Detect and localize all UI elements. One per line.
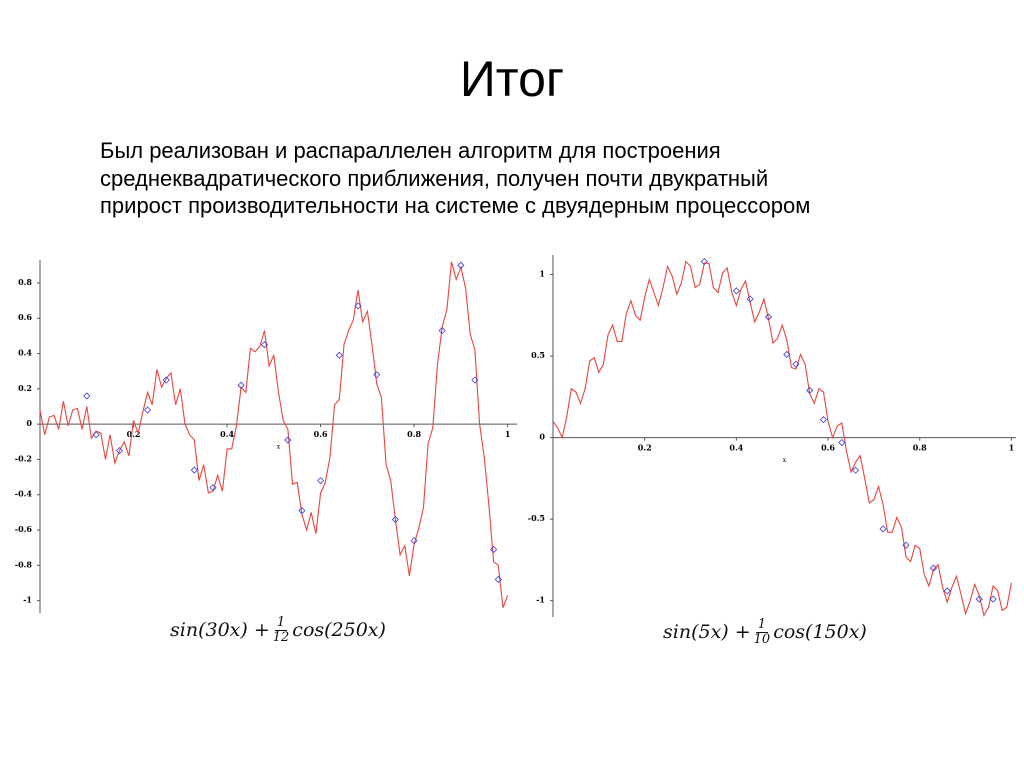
y-tick-label: 0.4 bbox=[18, 348, 32, 358]
curve bbox=[39, 261, 509, 608]
sample-point bbox=[989, 595, 997, 603]
x-axis-label: x bbox=[277, 444, 281, 451]
x-tick-label: 0.4 bbox=[220, 429, 234, 439]
sample-point bbox=[975, 595, 983, 603]
sample-point bbox=[209, 484, 217, 492]
sample-point bbox=[943, 587, 951, 595]
y-tick-label: -0.5 bbox=[528, 513, 545, 523]
formula: sin(30x) +1 12 cos(250x) bbox=[170, 616, 386, 644]
x-tick-label: 0.8 bbox=[407, 429, 421, 439]
sample-point bbox=[700, 257, 708, 266]
y-tick-label: -1 bbox=[536, 595, 545, 605]
y-tick-label: 0.6 bbox=[18, 312, 32, 322]
sample-point bbox=[237, 381, 245, 389]
y-tick-label: 1 bbox=[539, 269, 545, 279]
y-tick-label: -0.8 bbox=[15, 559, 33, 569]
formula-text: cos(250x) bbox=[292, 619, 386, 642]
sample-point bbox=[490, 545, 498, 554]
sample-point bbox=[457, 261, 465, 269]
y-tick-label: 0.8 bbox=[18, 277, 32, 287]
numerator: 1 bbox=[274, 615, 288, 631]
sample-point bbox=[783, 350, 791, 359]
sample-point bbox=[438, 327, 446, 335]
y-tick-label: -0.2 bbox=[15, 453, 32, 463]
sample-point bbox=[335, 351, 343, 359]
sample-point bbox=[298, 507, 306, 515]
sample-point bbox=[190, 466, 198, 474]
denominator: 10 bbox=[753, 631, 771, 647]
formula-text: sin(5x) + bbox=[663, 621, 751, 644]
formula: sin(5x) +1 10 cos(150x) bbox=[663, 618, 867, 646]
slide-title: Итог bbox=[459, 51, 565, 107]
sample-point bbox=[354, 302, 362, 310]
y-tick-label: 0 bbox=[539, 432, 545, 442]
y-tick-label: 0.2 bbox=[18, 383, 32, 393]
sample-point bbox=[819, 416, 828, 424]
y-tick-label: -0.4 bbox=[15, 489, 33, 499]
fraction: 1 12 bbox=[273, 616, 290, 644]
sample-point bbox=[317, 477, 325, 485]
sample-point bbox=[838, 438, 846, 447]
sample-point bbox=[851, 466, 860, 474]
x-tick-label: 0.6 bbox=[314, 429, 328, 439]
y-tick-label: 0.5 bbox=[531, 350, 545, 360]
x-tick-label: 0.8 bbox=[913, 443, 927, 453]
sample-point bbox=[764, 313, 773, 321]
sample-point bbox=[471, 376, 479, 384]
fraction: 1 10 bbox=[754, 618, 771, 646]
body-line: Был реализован и распараллелен алгоритм … bbox=[100, 138, 721, 163]
sample-point bbox=[83, 392, 91, 400]
formula-text: cos(150x) bbox=[773, 621, 867, 644]
x-tick-label: 1 bbox=[505, 429, 511, 439]
sample-point bbox=[391, 515, 399, 524]
sample-point bbox=[806, 386, 814, 394]
sample-point bbox=[260, 341, 269, 349]
sample-point bbox=[929, 564, 938, 572]
y-tick-label: -1 bbox=[23, 595, 32, 605]
sample-point bbox=[746, 295, 754, 303]
x-axis-label: x bbox=[783, 457, 787, 464]
sample-point bbox=[92, 431, 100, 439]
x-tick-label: 0.2 bbox=[127, 429, 141, 439]
x-tick-label: 0.2 bbox=[638, 443, 652, 453]
x-tick-label: 0.6 bbox=[821, 443, 835, 453]
denominator: 12 bbox=[272, 629, 290, 645]
sample-point bbox=[879, 525, 887, 533]
curve bbox=[552, 260, 1012, 617]
sample-point bbox=[902, 541, 910, 549]
sample-point bbox=[732, 287, 740, 295]
sample-point bbox=[162, 376, 170, 384]
sample-point bbox=[410, 537, 418, 545]
body-line: прирост производительности на системе с … bbox=[100, 193, 811, 218]
sample-point bbox=[373, 371, 381, 379]
sample-point bbox=[115, 447, 124, 455]
x-tick-label: 1 bbox=[1009, 443, 1015, 453]
numerator: 1 bbox=[755, 617, 769, 633]
sample-point bbox=[494, 575, 502, 584]
y-tick-label: 0 bbox=[26, 418, 32, 428]
sample-point bbox=[143, 406, 152, 414]
body-line: среднеквадратического приближения, получ… bbox=[100, 166, 769, 191]
sample-point bbox=[792, 360, 800, 368]
x-tick-label: 0.4 bbox=[729, 443, 743, 453]
y-tick-label: -0.6 bbox=[15, 524, 33, 534]
formula-text: sin(30x) + bbox=[170, 619, 270, 642]
sample-point bbox=[284, 436, 292, 444]
